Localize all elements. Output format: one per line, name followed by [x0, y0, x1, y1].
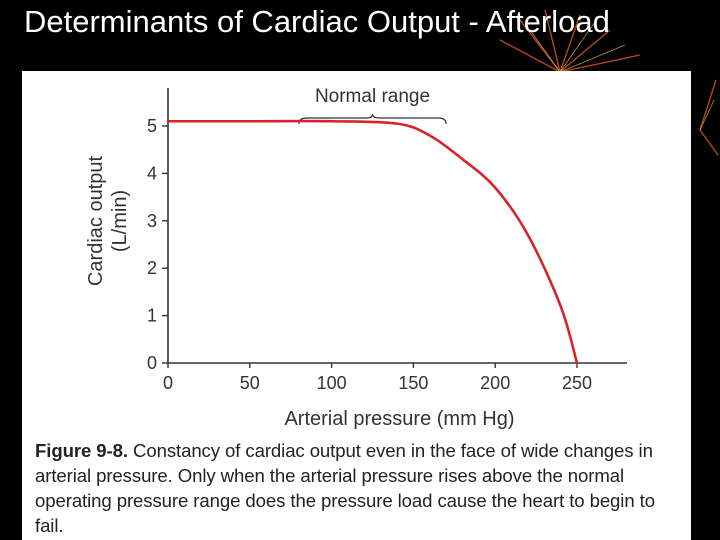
x-tick-label: 200: [480, 373, 510, 393]
caption-label: Figure 9-8.: [35, 440, 128, 461]
chart-series: [166, 119, 579, 365]
figure-panel: 0 1 2 3 4 5 0 50 100 150 200 250 Normal range Arter…: [22, 71, 691, 540]
y-tick-label: 2: [147, 258, 157, 278]
x-tick-label: 0: [163, 373, 173, 393]
caption-text: Constancy of cardiac output even in the …: [35, 440, 655, 536]
y-axis-label: Cardiac output: [85, 156, 107, 287]
slide-title: Determinants of Cardiac Output - Afterlo…: [24, 4, 610, 39]
x-tick-label: 50: [240, 373, 260, 393]
x-tick-label: 100: [317, 373, 347, 393]
y-tick-label: 4: [147, 163, 157, 183]
cardiac-output-line: [166, 119, 579, 365]
normal-range-label: Normal range: [315, 86, 430, 107]
y-axis-unit-label: (L/min): [109, 190, 131, 252]
axis-labels: Arterial pressure (mm Hg) Cardiac output(…: [85, 156, 515, 430]
x-tick-label: 250: [562, 373, 592, 393]
chart-axes: [167, 88, 627, 364]
y-tick-label: 1: [147, 306, 157, 326]
normal-range-annotation: Normal range: [298, 86, 447, 125]
y-tick-label: 0: [147, 353, 157, 373]
figure-caption: Figure 9-8. Constancy of cardiac output …: [35, 438, 680, 538]
y-tick-label: 5: [147, 116, 157, 136]
y-tick-label: 3: [147, 211, 157, 231]
x-axis-label: Arterial pressure (mm Hg): [284, 408, 514, 430]
normal-range-bracket: [298, 113, 447, 125]
x-tick-label: 150: [398, 373, 428, 393]
